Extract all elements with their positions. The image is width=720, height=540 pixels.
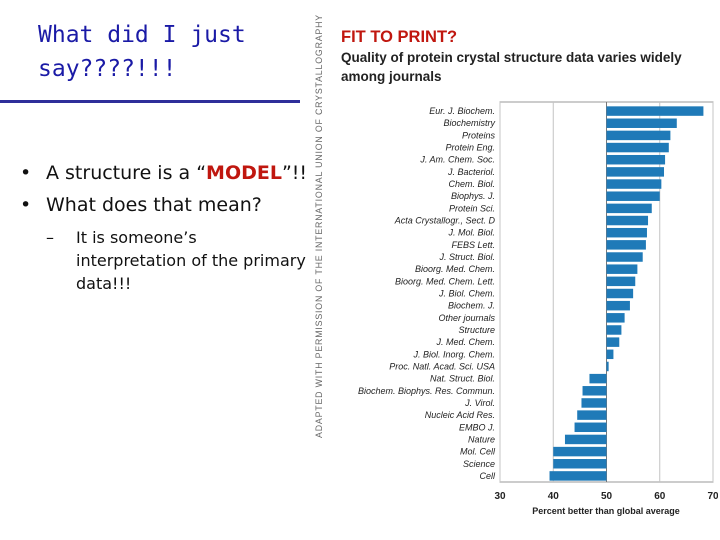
bar [574, 422, 607, 433]
bar [606, 106, 704, 116]
bar [606, 300, 630, 311]
sub-bullet-item: – It is someone’s interpretation of the p… [46, 226, 308, 295]
bullet-mark: • [20, 162, 32, 184]
bar [606, 325, 622, 335]
bullet-list: • A structure is a “MODEL”!! • What does t… [18, 160, 308, 301]
category-label: Biochemistry [443, 118, 495, 128]
category-label: J. Biol. Inorg. Chem. [412, 349, 495, 359]
sub-bullet-list: – It is someone’s interpretation of the p… [46, 226, 308, 295]
bar [577, 410, 607, 420]
category-label: Nat. Struct. Biol. [430, 374, 495, 384]
bar [553, 446, 607, 457]
chart-title: FIT TO PRINT? [341, 28, 457, 46]
category-label: Other journals [438, 313, 495, 323]
category-label: Protein Eng. [445, 143, 495, 153]
bullet-item: • A structure is a “MODEL”!! [18, 160, 308, 186]
sub-bullet-mark: – [46, 228, 54, 247]
permission-credit-text: ADAPTED WITH PERMISSION OF THE INTERNATI… [314, 14, 325, 438]
bar [606, 361, 609, 372]
x-tick-label: 70 [707, 491, 718, 502]
bar [606, 154, 666, 165]
category-label: Mol. Cell [460, 447, 496, 457]
category-label: J. Bacteriol. [447, 167, 495, 177]
category-label: EMBO J. [459, 422, 495, 432]
x-tick-label: 40 [548, 491, 560, 502]
bar [606, 313, 625, 323]
model-highlight: MODEL [206, 162, 282, 184]
category-label: J. Virol. [464, 398, 495, 408]
bar [606, 203, 652, 214]
category-label: Bioorg. Med. Chem. Lett. [395, 276, 495, 286]
bar [606, 167, 665, 177]
bar [606, 288, 634, 299]
bar [553, 459, 607, 469]
bar [606, 215, 649, 226]
category-label: Science [463, 459, 495, 469]
category-label: Biochem. Biophys. Res. Commun. [358, 386, 495, 396]
bar [606, 191, 660, 201]
x-tick-label: 60 [654, 491, 666, 502]
x-axis-label: Percent better than global average [532, 506, 680, 516]
bar [606, 252, 643, 262]
x-tick-label: 50 [601, 491, 613, 502]
category-label: Proc. Natl. Acad. Sci. USA [389, 361, 495, 371]
bar [606, 349, 614, 360]
category-label: Nature [468, 434, 495, 444]
category-label: Bioorg. Med. Chem. [415, 264, 495, 274]
bar [606, 264, 638, 274]
bar [582, 386, 607, 396]
slide-title: What did I just say????!!! [38, 22, 246, 82]
category-label: Eur. J. Biochem. [429, 106, 495, 116]
bullet-text-start: A structure is a “ [46, 162, 207, 184]
category-label: Chem. Biol. [448, 179, 495, 189]
chart-subtitle-line-1: Quality of protein crystal structure dat… [341, 50, 682, 65]
category-label: Structure [458, 325, 495, 335]
category-label: Biochem. J. [448, 301, 495, 311]
bars [549, 106, 704, 481]
category-label: Acta Crystallogr., Sect. D [394, 216, 496, 226]
bar [606, 118, 677, 128]
title-divider [0, 100, 300, 103]
category-labels: Eur. J. Biochem. Biochemistry Proteins Prot… [358, 106, 496, 481]
category-label: J. Am. Chem. Soc. [419, 155, 495, 165]
bar [606, 179, 662, 189]
x-tick-labels: 30 40 50 60 70 [494, 491, 718, 502]
bar [606, 142, 669, 153]
category-label: Protein Sci. [449, 203, 495, 213]
category-label: J. Biol. Chem. [438, 289, 495, 299]
bar [606, 337, 620, 347]
category-label: J. Med. Chem. [435, 337, 495, 347]
bar [549, 471, 607, 481]
bar [589, 373, 607, 384]
bullet-mark: • [20, 194, 32, 216]
category-label: Proteins [462, 130, 496, 140]
bar [581, 398, 607, 408]
bar [606, 276, 636, 287]
category-label: Cell [479, 471, 496, 481]
bar [564, 434, 607, 445]
bar [606, 130, 671, 141]
permission-credit: ADAPTED WITH PERMISSION OF THE INTERNATI… [314, 14, 325, 438]
journal-quality-chart: FIT TO PRINT? Quality of protein crystal… [341, 28, 718, 516]
category-label: Nucleic Acid Res. [425, 410, 495, 420]
chart-subtitle-line-2: among journals [341, 69, 442, 84]
bar [606, 227, 647, 238]
category-label: Biophys. J. [451, 191, 495, 201]
bullet-text: What does that mean? [46, 194, 262, 216]
category-label: FEBS Lett. [451, 240, 495, 250]
bullet-item: • What does that mean? – It is someone’s i… [18, 192, 308, 295]
category-label: J. Mol. Biol. [447, 228, 495, 238]
x-tick-label: 30 [494, 491, 506, 502]
sub-bullet-text: It is someone’s interpretation of the pr… [76, 228, 306, 293]
bullet-text-end: ”!! [281, 162, 308, 184]
bar [606, 240, 646, 250]
category-label: J. Struct. Biol. [438, 252, 495, 262]
